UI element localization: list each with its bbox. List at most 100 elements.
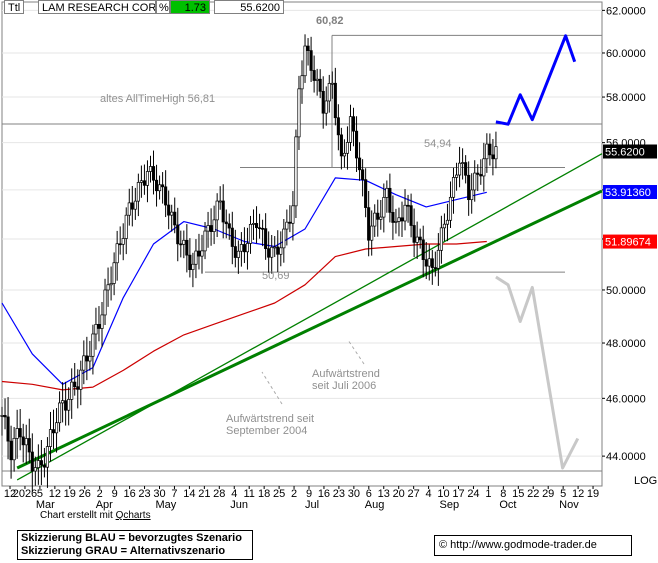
price-label-bg (603, 144, 657, 159)
source-link[interactable]: © http://www.godmode-trader.de (434, 535, 632, 556)
candle-body (221, 200, 225, 223)
candle-body (51, 429, 56, 434)
candle-body (197, 250, 201, 257)
candle-body (82, 355, 86, 371)
plot-frame (1, 1, 603, 487)
candle-body (224, 221, 228, 225)
scenario-legend: Skizzierung BLAU = bevorzugtes Szenario … (17, 530, 253, 560)
candle-body (33, 467, 37, 472)
chart-annotation: 50,69 (262, 270, 290, 282)
candle-body (30, 451, 34, 472)
candle-body (212, 219, 216, 232)
candle-body (48, 429, 53, 447)
candle-body (97, 324, 101, 329)
candle-body (124, 214, 128, 239)
candle-body (370, 225, 374, 241)
chart-annotation-line2: September 2004 (226, 425, 307, 437)
candle-body (376, 212, 380, 220)
candle-body (12, 437, 16, 461)
x-day-label: 27 (408, 488, 420, 500)
candle-body (164, 186, 168, 206)
candle-body (415, 236, 419, 243)
candle-body (264, 228, 268, 249)
chart-annotation: altes AllTimeHigh 56,81 (100, 93, 215, 105)
candle-body (324, 100, 328, 114)
chart-annotation: Aufwärtstrend seit (226, 413, 314, 425)
candle-body (136, 182, 140, 202)
candle-body (151, 166, 156, 181)
x-month-label: Jun (230, 499, 248, 511)
credit-tool-link[interactable]: Qcharts (115, 510, 151, 521)
credit-prefix: Chart erstellt mit (40, 510, 116, 521)
ticker-cell: Ttl (4, 0, 24, 14)
candle-body (73, 381, 77, 388)
candle-body (476, 172, 480, 175)
y-tick-label: 46.0000 (606, 393, 646, 405)
candle-body (427, 258, 431, 267)
price-label-bg (603, 234, 657, 249)
candle-body (182, 239, 186, 245)
candle-body (118, 243, 122, 246)
candle-body (294, 136, 298, 207)
x-month-label: Oct (499, 499, 516, 511)
candle-body (161, 184, 165, 188)
x-day-label: 24 (467, 488, 479, 500)
candle-body (188, 254, 192, 270)
candle-body (258, 227, 262, 230)
candle-body (85, 355, 89, 362)
candle-body (27, 438, 31, 453)
trendlines (16, 153, 603, 481)
percent-change: 1.73 (170, 0, 210, 14)
candle-body (142, 180, 146, 186)
candle-body (406, 204, 410, 207)
price-label-text: 51.89674 (605, 237, 651, 249)
company-name: LAM RESEARCH CORP (38, 0, 156, 14)
uptrend-line (16, 153, 603, 481)
candle-body (42, 464, 46, 468)
candle-body (354, 130, 359, 159)
candle-body (451, 177, 456, 198)
candle-body (245, 243, 250, 253)
candle-body (282, 228, 286, 249)
x-day-label: 2 (97, 488, 103, 500)
candle-body (154, 179, 159, 192)
candle-body (433, 267, 437, 269)
x-month-label: Apr (96, 499, 113, 511)
y-scale-label: LOG (634, 475, 657, 487)
candle-body (130, 202, 134, 210)
candle-body (176, 224, 180, 245)
candle-body (218, 200, 222, 203)
x-day-label: 12 (572, 488, 584, 500)
price-candles (0, 34, 498, 493)
candle-body (333, 82, 337, 119)
x-month-label: Sep (440, 499, 460, 511)
x-day-label: 1 (485, 488, 491, 500)
last-price: 55.6200 (214, 0, 284, 14)
candle-body (36, 460, 40, 468)
candle-body (470, 189, 474, 201)
candle-body (436, 249, 440, 269)
scenario-blue-path (495, 34, 577, 126)
candle-body (206, 225, 210, 232)
candle-body (424, 259, 428, 267)
candle-body (342, 152, 346, 157)
candle-body (170, 211, 174, 216)
x-day-label: 16 (318, 488, 330, 500)
candle-body (403, 204, 407, 222)
candle-body (327, 83, 331, 102)
x-day-label: 13 (378, 488, 390, 500)
x-month-label: Nov (559, 499, 579, 511)
candle-body (482, 158, 486, 177)
candle-body (300, 75, 304, 90)
y-tick-label: 58.0000 (606, 92, 646, 104)
candle-body (364, 179, 368, 208)
x-day-label: 7 (171, 488, 177, 500)
annotation-pointer (347, 339, 365, 365)
x-day-label: 29 (542, 488, 554, 500)
candle-body (103, 289, 107, 316)
x-day-label: 15 (512, 488, 524, 500)
candle-body (112, 262, 116, 284)
candle-body (418, 236, 422, 241)
candle-body (267, 248, 271, 258)
candle-body (106, 284, 110, 291)
